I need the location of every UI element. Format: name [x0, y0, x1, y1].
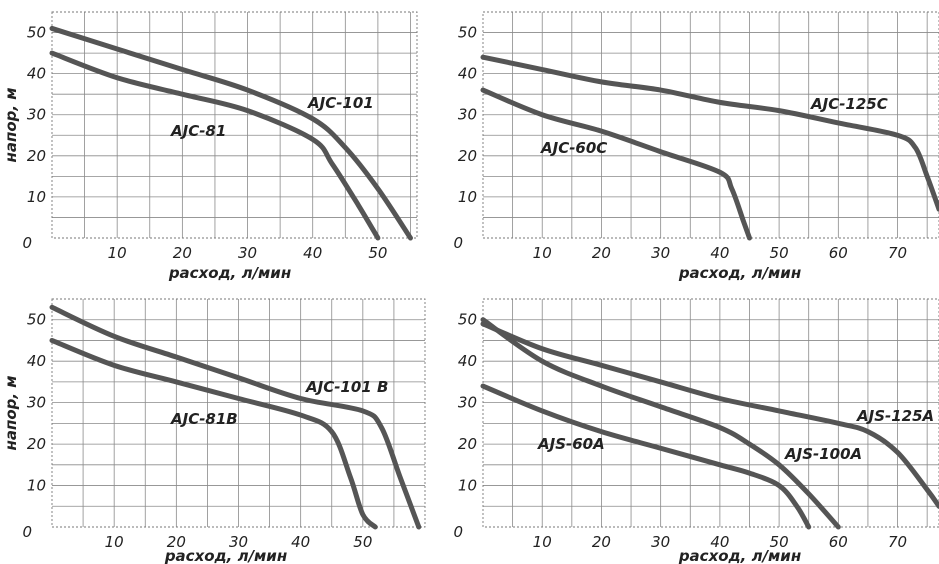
x-axis-label: расход, л/мин: [164, 547, 287, 564]
series-line-ajs-100a: [480, 317, 841, 530]
y-tick-label: 10: [27, 188, 46, 206]
chart-1: 10 20 30 40 50 0 10 20 30 40 50 расход, л/мин напор,…: [2, 11, 418, 282]
x-tick-label: 50: [770, 533, 789, 551]
y-tick-label: 30: [458, 106, 477, 124]
plot-frame: [482, 11, 939, 239]
series-line-ajs-60a: [480, 383, 812, 530]
series-label: AJS-100A: [784, 445, 862, 463]
series-label: AJC-60C: [540, 139, 607, 157]
x-tick-label: 70: [888, 533, 907, 551]
x-tick-label: 40: [710, 533, 729, 551]
series-line-ajc-81: [49, 50, 381, 241]
series-label: AJS-60A: [537, 435, 605, 453]
x-tick-label: 20: [173, 244, 192, 262]
y-tick-label: 30: [27, 394, 46, 412]
x-tick-label: 70: [888, 244, 907, 262]
x-tick-label: 30: [651, 533, 670, 551]
x-tick-label: 20: [167, 533, 186, 551]
y-tick-label: 0: [453, 523, 463, 541]
x-tick-label: 40: [291, 533, 310, 551]
y-tick-label: 20: [458, 147, 477, 165]
series-line-ajc-125c: [480, 54, 939, 212]
y-tick-label: 10: [458, 477, 477, 495]
x-axis-label: расход, л/мин: [168, 264, 291, 282]
series-line-ajc-81b: [49, 337, 378, 530]
y-tick-label: 20: [458, 435, 477, 453]
x-tick-label: 50: [353, 533, 372, 551]
y-tick-label: 0: [22, 234, 32, 252]
series-line-ajc-101: [49, 25, 413, 241]
plot-frame: [51, 11, 418, 239]
series-label: AJS-125A: [856, 407, 934, 425]
y-tick-label: 50: [458, 24, 477, 42]
y-tick-label: 40: [458, 352, 477, 370]
x-tick-label: 10: [108, 244, 127, 262]
series-line-ajc-60c: [480, 87, 752, 241]
y-tick-label: 50: [27, 311, 46, 329]
y-tick-label: 40: [27, 352, 46, 370]
x-tick-label: 10: [533, 533, 552, 551]
grid: [483, 12, 939, 238]
y-tick-label: 0: [453, 234, 463, 252]
y-axis-label: напор, м: [2, 87, 20, 162]
x-tick-label: 10: [533, 244, 552, 262]
y-tick-label: 50: [458, 311, 477, 329]
y-tick-label: 10: [27, 477, 46, 495]
x-tick-label: 20: [592, 244, 611, 262]
y-tick-label: 10: [458, 188, 477, 206]
x-tick-label: 40: [303, 244, 322, 262]
y-tick-label: 30: [27, 106, 46, 124]
series-label: AJC-81B: [170, 410, 238, 428]
plot-frame: [51, 298, 426, 528]
series-line-ajc-101-b: [49, 304, 422, 530]
x-axis-label: расход, л/мин: [678, 264, 801, 282]
chart-3: 10 20 30 40 50 0 10 20 30 40 50 расход, л/мин напор,…: [2, 298, 426, 564]
series-label: AJC-101: [307, 94, 374, 112]
grid: [52, 299, 425, 527]
series-label: AJC-125C: [810, 95, 888, 113]
chart-2: 10 20 30 40 50 60 70 0 10 20 30 40 50 расход, л/мин AJ…: [453, 11, 939, 282]
x-tick-label: 50: [770, 244, 789, 262]
y-tick-label: 20: [27, 435, 46, 453]
y-axis-label: напор, м: [2, 375, 20, 450]
y-tick-label: 40: [458, 65, 477, 83]
y-tick-label: 30: [458, 394, 477, 412]
plot-frame: [482, 298, 939, 528]
series-line-ajs-125a: [480, 321, 939, 509]
x-tick-label: 30: [651, 244, 670, 262]
series-label: AJC-81: [170, 122, 226, 140]
y-tick-label: 50: [27, 24, 46, 42]
x-tick-label: 60: [829, 533, 848, 551]
x-tick-label: 50: [368, 244, 387, 262]
y-tick-label: 40: [27, 65, 46, 83]
x-tick-label: 60: [829, 244, 848, 262]
y-tick-label: 20: [27, 147, 46, 165]
y-tick-label: 0: [22, 523, 32, 541]
x-tick-label: 10: [105, 533, 124, 551]
series-label: AJC-101 B: [305, 378, 388, 396]
grid: [483, 299, 939, 527]
x-axis-label: расход, л/мин: [678, 547, 801, 564]
x-tick-label: 20: [592, 533, 611, 551]
x-tick-label: 40: [710, 244, 729, 262]
x-tick-label: 30: [229, 533, 248, 551]
x-tick-label: 30: [238, 244, 257, 262]
